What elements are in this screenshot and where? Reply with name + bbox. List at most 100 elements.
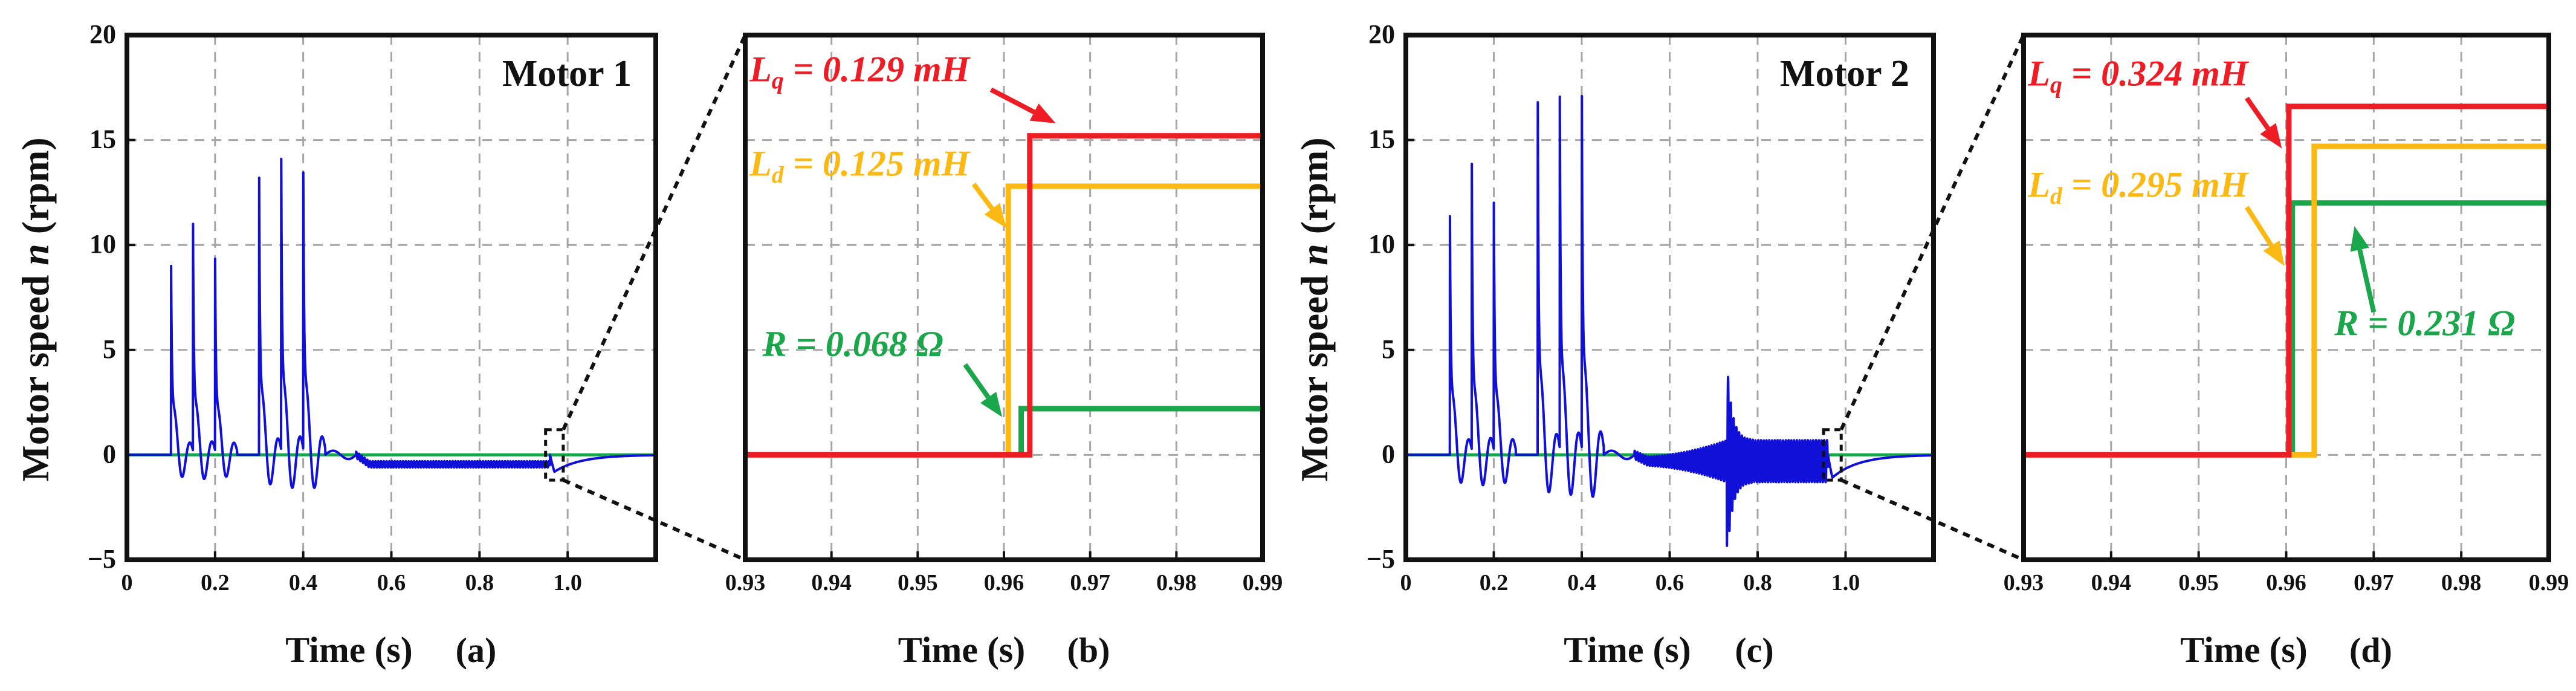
x-tick-label: 0.94: [811, 570, 852, 595]
annotation-symbol: L: [2027, 164, 2050, 204]
x-tick-label: 0: [121, 570, 133, 595]
y-tick-label: 0: [1382, 439, 1395, 469]
y-axis-label: Motor speed n (rpm): [1293, 137, 1336, 481]
x-tick-label: 0.98: [2441, 570, 2482, 595]
y-tick-label: 5: [103, 334, 116, 364]
annotation-arrow-head: [2260, 123, 2282, 149]
panel-label: (b): [1067, 631, 1110, 670]
x-tick-label: 0.6: [377, 570, 406, 595]
x-axis-label: Time (s): [2180, 630, 2308, 670]
annotation-symbol: R: [2334, 303, 2358, 343]
x-tick-label: 0.4: [1567, 570, 1596, 595]
series-group: [1405, 95, 1935, 547]
panel-b: 0.93 0.94 0.95 0.96 0.97 0.98 0.99 Lq = 0.129 m…: [725, 33, 1283, 670]
zoom-indicator: [544, 34, 747, 562]
x-axis-label: Time (s): [285, 630, 413, 670]
zoom-connector-top: [561, 34, 747, 430]
x-tick-label: 0.95: [898, 570, 938, 595]
y-tick-label: 5: [1382, 334, 1395, 364]
y-tick-label: 15: [1368, 125, 1395, 154]
annotation-value: = 0.129 mH: [784, 49, 971, 89]
y-tick-label: −5: [1367, 544, 1395, 574]
x-tick-label: 0.98: [1156, 570, 1197, 595]
x-tick-label: 0.2: [1480, 570, 1509, 595]
gridlines: [127, 35, 656, 560]
zoom-connector-bottom: [562, 478, 746, 562]
annotation-arrow-head: [1029, 103, 1056, 123]
annotation-arrow-head: [2263, 240, 2285, 266]
annotation-value: = 0.295 mH: [2062, 164, 2250, 204]
annotation-subscript: d: [2050, 182, 2063, 209]
annotation-lq-label: Lq = 0.129 mH: [749, 49, 971, 94]
x-tick-label: 0.8: [1743, 570, 1772, 595]
gridlines: [745, 35, 1264, 560]
x-tick-label: 0.97: [2354, 570, 2394, 595]
annotation-arrow-head: [980, 392, 1003, 417]
y-axis-label-part: n: [1293, 244, 1336, 265]
annotation-lq-label: Lq = 0.324 mH: [2027, 53, 2250, 98]
annotation-value: = 0.324 mH: [2062, 53, 2250, 93]
y-axis-label: Motor speed n (rpm): [14, 137, 57, 481]
annotation-symbol: L: [749, 49, 772, 89]
annotation-subscript: d: [772, 161, 785, 189]
x-tick-labels: 0.93 0.94 0.95 0.96 0.97 0.98 0.99: [2004, 551, 2569, 595]
y-tick-label: 15: [89, 125, 116, 154]
x-tick-label: 0.95: [2178, 570, 2219, 595]
x-tick-label: 1.0: [553, 570, 582, 595]
zoom-window: [544, 428, 565, 482]
x-tick-label: 0.4: [289, 570, 318, 595]
series-group: [745, 133, 1263, 458]
y-tick-label: 20: [89, 19, 116, 49]
x-axis-label: Time (s): [1564, 630, 1691, 670]
x-tick-label: 0.8: [465, 570, 494, 595]
y-axis-label-part: (rpm): [1293, 137, 1336, 244]
y-tick-label: −5: [88, 544, 116, 574]
x-tick-label: 0.99: [2529, 570, 2569, 595]
y-axis-label-part: Motor speed: [1293, 265, 1336, 482]
y-axis-label-part: n: [14, 244, 57, 265]
annotation-arrow-shaft: [2245, 96, 2270, 130]
x-tick-label: 0.97: [1070, 570, 1110, 595]
x-tick-label: 0.2: [201, 570, 230, 595]
y-tick-label: 20: [1368, 19, 1395, 49]
series-lq-step: [745, 133, 1263, 458]
panel-d: 0.93 0.94 0.95 0.96 0.97 0.98 0.99 Lq = 0.324 m…: [2004, 33, 2569, 670]
zoom-connector-bottom: [1840, 478, 2025, 562]
series-speed-line: [126, 157, 657, 489]
x-tick-labels: 0 0.2 0.4 0.6 0.8 1.0: [1400, 551, 1860, 595]
annotation-ld-label: Ld = 0.295 mH: [2027, 164, 2250, 209]
x-tick-label: 0.93: [725, 570, 766, 595]
x-tick-label: 0: [1400, 570, 1412, 595]
axes-frame: [2021, 33, 2551, 562]
series-speed-line: [1405, 95, 1935, 547]
series-group: [126, 157, 657, 489]
x-tick-label: 0.96: [984, 570, 1024, 595]
panel-label: (a): [456, 631, 497, 670]
x-tick-label: 1.0: [1831, 570, 1860, 595]
series-group: [2024, 103, 2549, 458]
annotation-arrow-shaft: [2244, 206, 2274, 247]
annotation-subscript: q: [2050, 71, 2062, 98]
series-lq-step: [2024, 103, 2549, 458]
annotation-value: = 0.231 Ω: [2358, 303, 2515, 343]
panel-label: (c): [1735, 631, 1773, 670]
annotation-r-label: R = 0.231 Ω: [2334, 303, 2515, 343]
annotation-symbol: L: [749, 144, 772, 184]
annotation-ld-label: Ld = 0.125 mH: [749, 144, 971, 189]
x-tick-label: 0.99: [1243, 570, 1283, 595]
y-tick-labels: −5 0 5 10 15 20: [88, 19, 135, 574]
y-axis-label-part: (rpm): [14, 137, 57, 244]
x-axis-label: Time (s): [898, 630, 1026, 670]
axes-frame: [125, 33, 658, 562]
plot-title: Motor 1: [502, 53, 632, 94]
x-tick-label: 0.94: [2091, 570, 2132, 595]
annotation-symbol: L: [2027, 53, 2050, 93]
x-tick-label: 0.96: [2266, 570, 2306, 595]
y-tick-label: 10: [1368, 229, 1395, 259]
